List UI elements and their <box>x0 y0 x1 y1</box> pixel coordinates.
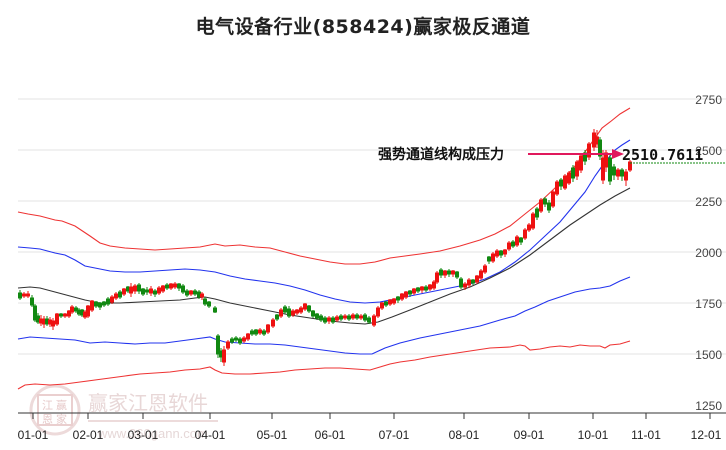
inner-upper-band <box>17 139 631 304</box>
seal-char: 江 <box>42 399 53 412</box>
price-label: 2510.7611 <box>622 146 703 164</box>
arrow-head-icon <box>612 149 624 159</box>
outer-upper-band <box>17 107 631 265</box>
x-tick-label: 12-01 <box>691 428 722 442</box>
inner-lower-band <box>17 276 631 355</box>
seal-char: 恩 <box>42 413 53 426</box>
x-tick-label: 03-01 <box>128 428 159 442</box>
annotation-label: 强势通道线构成压力 <box>378 146 504 163</box>
outer-lower-band <box>17 340 631 390</box>
y-axis: 2750 2500 2250 2000 1750 1500 1250 <box>695 93 722 413</box>
candlesticks <box>18 129 632 366</box>
y-tick-label: 1250 <box>695 399 722 413</box>
x-tick-label: 05-01 <box>257 428 288 442</box>
watermark-url: www.360gann.com <box>97 426 208 441</box>
y-tick-label: 2500 <box>695 144 722 158</box>
seal-char: 赢 <box>56 398 67 412</box>
x-tick-label: 07-01 <box>379 428 410 442</box>
x-tick-label: 09-01 <box>514 428 545 442</box>
x-tick-label: 01-01 <box>18 428 49 442</box>
y-tick-label: 2250 <box>695 195 722 209</box>
x-tick-label: 08-01 <box>449 428 480 442</box>
chart-title: 电气设备行业(858424)赢家极反通道 <box>195 16 531 38</box>
x-tick-label: 11-01 <box>631 428 661 442</box>
y-tick-label: 2750 <box>695 93 722 107</box>
x-tick-label: 06-01 <box>315 428 346 442</box>
x-axis: 01-01 02-01 03-01 04-01 05-01 06-01 07-0… <box>18 412 726 442</box>
y-tick-label: 1750 <box>695 297 722 311</box>
pressure-annotation: 强势通道线构成压力 2510.7611 <box>378 146 703 164</box>
x-tick-label: 04-01 <box>195 428 226 442</box>
y-tick-label: 2000 <box>695 246 722 260</box>
watermark-brand: 赢家江恩软件 <box>88 391 208 415</box>
watermark: 江 赢 恩 家 赢家江恩软件 www.360gann.com <box>29 384 218 441</box>
seal-char: 家 <box>56 412 67 426</box>
x-tick-label: 02-01 <box>73 428 104 442</box>
x-tick-label: 10-01 <box>578 428 609 442</box>
y-tick-label: 1500 <box>695 348 722 362</box>
